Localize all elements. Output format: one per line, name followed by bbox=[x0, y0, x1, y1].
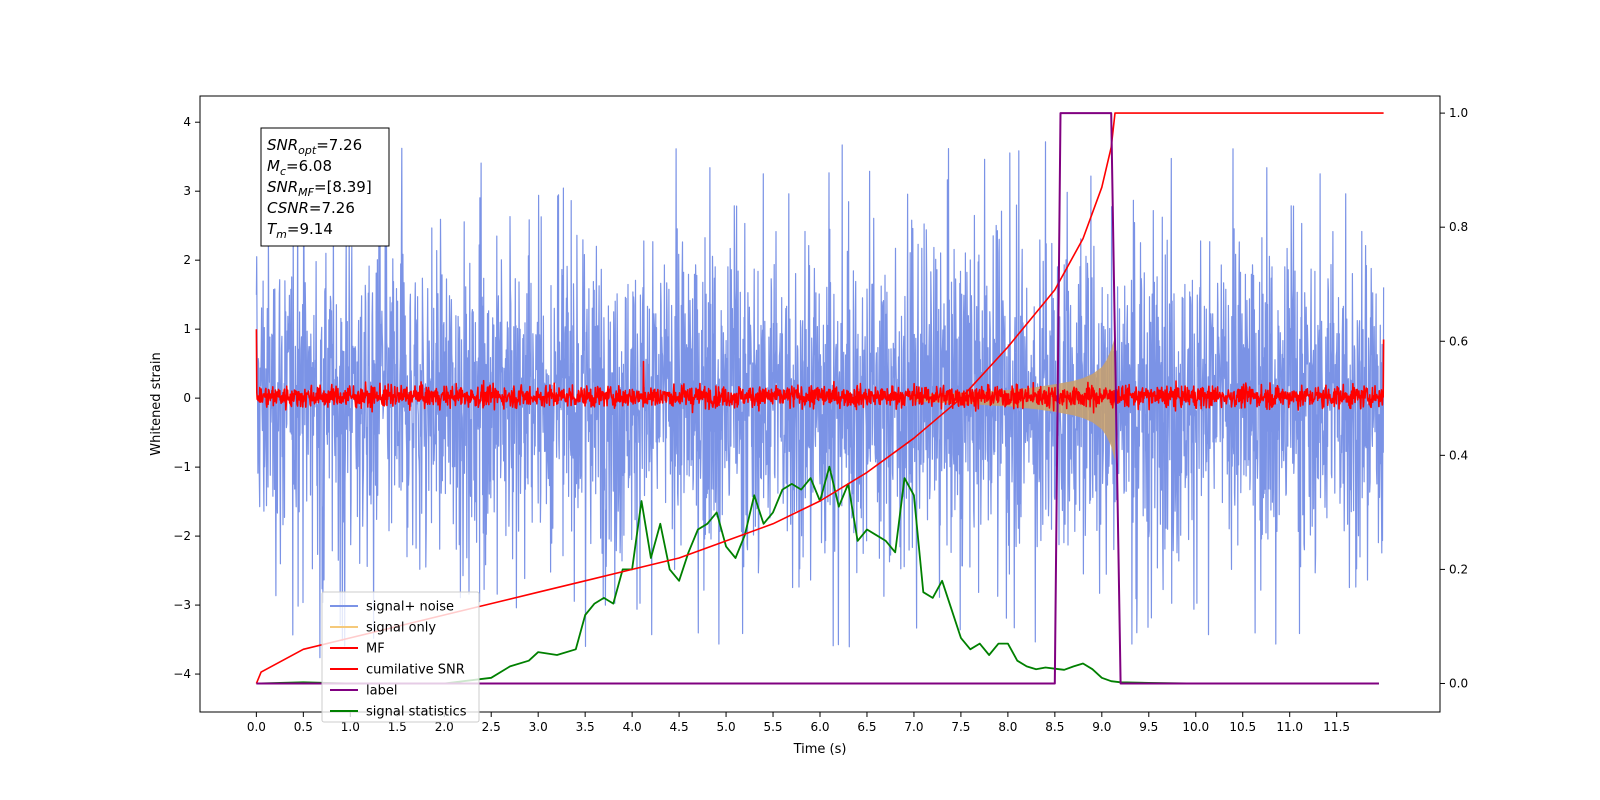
x-tick-label: 10.5 bbox=[1229, 720, 1256, 734]
snr-info-box-frame bbox=[260, 127, 390, 247]
legend-frame bbox=[321, 591, 480, 723]
series-signal-statistics bbox=[256, 465, 1379, 685]
x-tick-label: 5.5 bbox=[763, 720, 782, 734]
snr-info-line: CSNR=7.26 bbox=[267, 199, 355, 217]
legend-label: signal+ noise bbox=[366, 600, 454, 615]
legend: signal+ noise signal only MF cumilative SNR… bbox=[321, 591, 480, 723]
x-tick-label: 4.5 bbox=[670, 720, 689, 734]
snr-info-line: Tm=9.14 bbox=[267, 220, 333, 241]
series-label bbox=[256, 112, 1379, 685]
x-tick-label: 0.5 bbox=[294, 720, 313, 734]
x-tick-label: 11.5 bbox=[1323, 720, 1350, 734]
x-tick-label: 3.5 bbox=[576, 720, 595, 734]
snr-info-line: SNRMF=[8.39] bbox=[267, 178, 372, 199]
y2-tick-label: 0.8 bbox=[1449, 220, 1468, 234]
y-tick-label: 0 bbox=[183, 391, 191, 405]
x-tick-label: 8.0 bbox=[998, 720, 1017, 734]
x-tick-label: 7.5 bbox=[951, 720, 970, 734]
y2-tick-label: 0.6 bbox=[1449, 334, 1468, 348]
y-axis-right: 1.0 0.8 0.6 0.4 0.2 0.0 bbox=[1440, 106, 1468, 690]
x-tick-label: 10.0 bbox=[1182, 720, 1209, 734]
x-axis: 0.0 0.5 1.0 1.5 2.0 2.5 3.0 3.5 4.0 4.5 5.0 5.5 6.0 6… bbox=[247, 712, 1350, 734]
x-tick-label: 5.0 bbox=[717, 720, 736, 734]
legend-label: cumilative SNR bbox=[366, 663, 465, 678]
y-tick-label: 2 bbox=[183, 253, 191, 267]
x-axis-label: Time (s) bbox=[793, 742, 847, 757]
legend-label: signal only bbox=[366, 621, 436, 636]
y-axis-label: Whitened strain bbox=[149, 352, 164, 455]
x-tick-label: 6.5 bbox=[857, 720, 876, 734]
x-tick-label: 9.5 bbox=[1139, 720, 1158, 734]
y-tick-label: 4 bbox=[183, 115, 191, 129]
x-tick-label: 6.0 bbox=[810, 720, 829, 734]
legend-label: label bbox=[366, 684, 397, 699]
series-signal-plus-noise bbox=[255, 141, 1385, 659]
x-tick-label: 1.5 bbox=[388, 720, 407, 734]
x-tick-label: 1.0 bbox=[341, 720, 360, 734]
x-tick-label: 8.5 bbox=[1045, 720, 1064, 734]
x-tick-label: 2.5 bbox=[482, 720, 501, 734]
series-mf bbox=[255, 329, 1385, 414]
x-tick-label: 7.0 bbox=[904, 720, 923, 734]
y-axis-left: 4 3 2 1 0 −1 −2 −3 −4 bbox=[173, 115, 200, 681]
x-tick-label: 0.0 bbox=[247, 720, 266, 734]
y-tick-label: −3 bbox=[173, 598, 191, 612]
y2-tick-label: 0.0 bbox=[1449, 676, 1468, 690]
x-tick-label: 3.0 bbox=[529, 720, 548, 734]
x-tick-label: 11.0 bbox=[1276, 720, 1303, 734]
legend-label: MF bbox=[366, 642, 385, 657]
legend-label: signal statistics bbox=[366, 705, 467, 720]
snr-info-line: Mc=6.08 bbox=[267, 157, 332, 178]
x-tick-label: 4.0 bbox=[623, 720, 642, 734]
y2-tick-label: 1.0 bbox=[1449, 106, 1468, 120]
y2-tick-label: 0.2 bbox=[1449, 562, 1468, 576]
y-tick-label: −1 bbox=[173, 460, 191, 474]
y-tick-label: 3 bbox=[183, 184, 191, 198]
y-tick-label: 1 bbox=[183, 322, 191, 336]
y-tick-label: −2 bbox=[173, 529, 191, 543]
x-tick-label: 9.0 bbox=[1092, 720, 1111, 734]
y-tick-label: −4 bbox=[173, 667, 191, 681]
snr-info-line: SNRopt=7.26 bbox=[267, 136, 362, 157]
y2-tick-label: 0.4 bbox=[1449, 448, 1468, 462]
x-tick-label: 2.0 bbox=[435, 720, 454, 734]
